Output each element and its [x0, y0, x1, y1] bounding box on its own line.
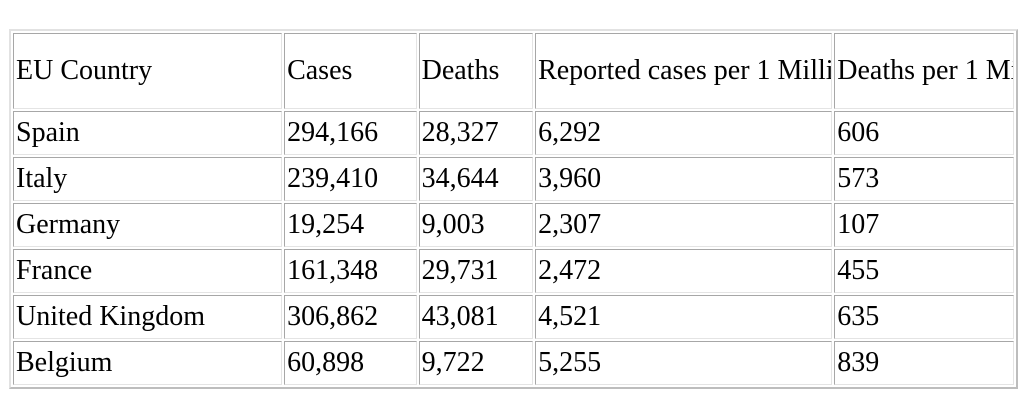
cell-cases-per-million: 4,521 [535, 295, 833, 339]
cell-cases-per-million: 5,255 [535, 341, 833, 385]
header-cases-per-million: Reported cases per 1 Million [535, 33, 833, 109]
cell-deaths: 29,731 [418, 249, 534, 293]
table-row: United Kingdom 306,862 43,081 4,521 635 [13, 295, 1014, 339]
cell-cases: 161,348 [284, 249, 417, 293]
table-row: Germany 19,254 9,003 2,307 107 [13, 203, 1014, 247]
cell-country: Italy [13, 157, 283, 201]
cell-deaths: 9,722 [418, 341, 534, 385]
cell-deaths-per-million: 455 [834, 249, 1014, 293]
cell-cases-per-million: 2,307 [535, 203, 833, 247]
cell-cases: 19,254 [284, 203, 417, 247]
cell-deaths: 43,081 [418, 295, 534, 339]
cell-cases: 294,166 [284, 111, 417, 155]
cell-deaths: 28,327 [418, 111, 534, 155]
table-row: Spain 294,166 28,327 6,292 606 [13, 111, 1014, 155]
cell-deaths-per-million: 107 [834, 203, 1014, 247]
cell-cases: 60,898 [284, 341, 417, 385]
cell-deaths-per-million: 573 [834, 157, 1014, 201]
cell-cases-per-million: 3,960 [535, 157, 833, 201]
cell-cases-per-million: 2,472 [535, 249, 833, 293]
cell-country: France [13, 249, 283, 293]
cell-deaths-per-million: 606 [834, 111, 1014, 155]
table-header-row: EU Country Cases Deaths Reported cases p… [13, 33, 1014, 109]
cell-deaths: 34,644 [418, 157, 534, 201]
header-country: EU Country [13, 33, 283, 109]
header-deaths-per-million: Deaths per 1 Million [834, 33, 1014, 109]
table-row: Belgium 60,898 9,722 5,255 839 [13, 341, 1014, 385]
covid-stats-table: EU Country Cases Deaths Reported cases p… [9, 29, 1018, 389]
cell-cases-per-million: 6,292 [535, 111, 833, 155]
cell-cases: 306,862 [284, 295, 417, 339]
cell-country: Belgium [13, 341, 283, 385]
cell-cases: 239,410 [284, 157, 417, 201]
cell-deaths-per-million: 635 [834, 295, 1014, 339]
cell-deaths: 9,003 [418, 203, 534, 247]
cell-country: United Kingdom [13, 295, 283, 339]
cell-country: Spain [13, 111, 283, 155]
cell-deaths-per-million: 839 [834, 341, 1014, 385]
table-row: Italy 239,410 34,644 3,960 573 [13, 157, 1014, 201]
header-deaths: Deaths [418, 33, 534, 109]
cell-country: Germany [13, 203, 283, 247]
header-cases: Cases [284, 33, 417, 109]
table-row: France 161,348 29,731 2,472 455 [13, 249, 1014, 293]
